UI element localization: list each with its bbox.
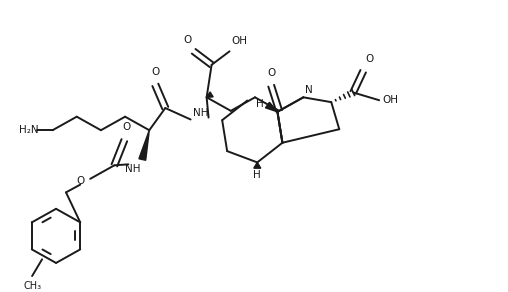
Polygon shape — [207, 92, 213, 97]
Text: O: O — [122, 122, 131, 133]
Text: O: O — [183, 34, 192, 45]
Text: NH: NH — [125, 164, 140, 174]
Text: O: O — [76, 176, 84, 186]
Text: OH: OH — [232, 36, 247, 46]
Polygon shape — [139, 130, 149, 160]
Text: H: H — [256, 99, 264, 109]
Text: H: H — [253, 170, 261, 180]
Text: H₂N: H₂N — [19, 125, 38, 135]
Polygon shape — [254, 162, 261, 168]
Text: OH: OH — [382, 95, 398, 105]
Text: O: O — [151, 67, 160, 77]
Text: O: O — [267, 68, 275, 78]
Text: CH₃: CH₃ — [23, 281, 41, 291]
Polygon shape — [266, 102, 277, 112]
Text: NH: NH — [193, 107, 208, 118]
Text: O: O — [365, 54, 373, 65]
Text: N: N — [305, 85, 313, 95]
